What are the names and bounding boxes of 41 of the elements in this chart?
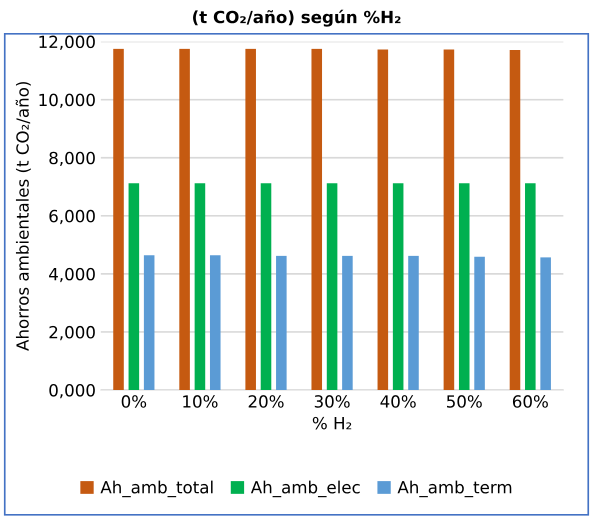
y-tick-label: 4,000 bbox=[49, 268, 95, 282]
bar bbox=[540, 257, 551, 390]
bar bbox=[474, 256, 485, 390]
y-axis-title: Ahorros ambientales (t CO₂/año) bbox=[16, 82, 31, 351]
bar bbox=[311, 48, 322, 390]
x-tick-label: 40% bbox=[380, 395, 416, 408]
bar bbox=[113, 48, 124, 390]
y-tick-label: 8,000 bbox=[49, 152, 95, 166]
y-tick-label: 12,000 bbox=[39, 36, 95, 50]
y-tick-label: 2,000 bbox=[49, 326, 95, 340]
x-axis-title: % H₂ bbox=[312, 416, 352, 430]
bar bbox=[245, 48, 256, 390]
bar bbox=[408, 256, 419, 390]
x-tick-label: 0% bbox=[122, 395, 146, 408]
bar bbox=[210, 255, 221, 390]
y-tick-label: 0,000 bbox=[49, 384, 95, 398]
bar bbox=[378, 49, 388, 390]
bar bbox=[179, 48, 190, 390]
bar bbox=[276, 256, 287, 390]
bar bbox=[458, 183, 470, 390]
bar bbox=[194, 183, 206, 390]
x-tick-label: 30% bbox=[314, 395, 350, 408]
x-tick-label: 10% bbox=[183, 395, 218, 408]
legend-label: Ah_amb_term bbox=[398, 480, 512, 498]
bar bbox=[326, 183, 338, 390]
bar bbox=[144, 255, 154, 390]
bar bbox=[128, 183, 140, 390]
x-tick-label: 60% bbox=[512, 395, 548, 408]
y-tick-label: 6,000 bbox=[49, 210, 95, 224]
bar bbox=[525, 183, 536, 390]
bar bbox=[260, 183, 272, 390]
legend-label: Ah_amb_total bbox=[100, 480, 213, 498]
bar bbox=[510, 50, 520, 390]
y-tick-label: 10,000 bbox=[39, 94, 95, 108]
bar bbox=[444, 49, 454, 390]
x-tick-label: 50% bbox=[447, 395, 482, 408]
chart-title: (t CO₂/año) según %H₂ bbox=[193, 10, 400, 27]
bar bbox=[392, 183, 404, 390]
bar bbox=[342, 256, 353, 390]
x-tick-label: 20% bbox=[248, 395, 284, 408]
legend-label: Ah_amb_elec bbox=[250, 480, 360, 498]
